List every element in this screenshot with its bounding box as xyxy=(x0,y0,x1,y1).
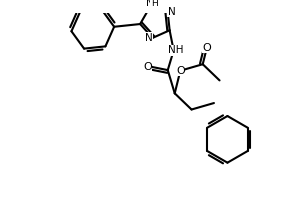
Text: O: O xyxy=(176,66,185,76)
Text: N: N xyxy=(145,33,153,43)
Text: H: H xyxy=(151,0,158,8)
Text: O: O xyxy=(143,62,152,72)
Text: NH: NH xyxy=(168,45,183,55)
Text: N: N xyxy=(167,7,175,17)
Text: N: N xyxy=(146,0,153,8)
Text: O: O xyxy=(202,43,211,53)
